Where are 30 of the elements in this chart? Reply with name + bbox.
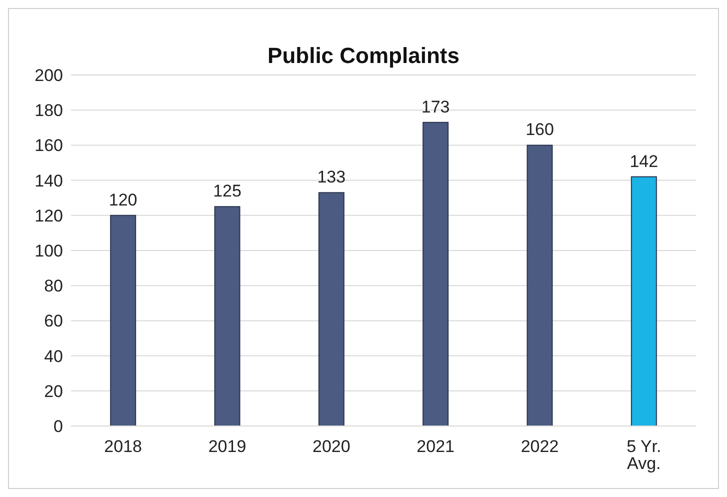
bar [630, 176, 657, 426]
bar [214, 206, 240, 426]
y-tick-label: 80 [44, 276, 63, 296]
chart-title: Public Complaints [268, 43, 460, 68]
data-label: 120 [108, 190, 138, 210]
x-tick-label: 2018 [104, 437, 142, 456]
data-label: 125 [213, 182, 242, 201]
y-tick-label: 20 [44, 382, 63, 401]
bar [318, 192, 344, 426]
x-tick-label: 2020 [312, 437, 350, 456]
x-tick-label: 2021 [416, 437, 454, 456]
data-label: 160 [526, 120, 554, 140]
x-tick-label: 2022 [520, 437, 559, 456]
y-tick-label: 160 [34, 136, 63, 156]
bar [422, 122, 449, 426]
y-tick-label: 140 [34, 171, 63, 190]
y-tick-label: 60 [44, 312, 63, 331]
bar [110, 214, 136, 426]
data-label: 142 [630, 152, 658, 171]
data-label: 133 [317, 168, 346, 187]
y-tick-label: 100 [34, 242, 63, 261]
y-tick-label: 120 [34, 206, 63, 226]
data-label: 173 [421, 97, 450, 116]
x-tick-label: 5 Yr. Avg. [626, 437, 662, 474]
y-tick-label: 180 [34, 101, 63, 120]
y-tick-label: 40 [44, 346, 63, 366]
x-tick-label: 2019 [208, 437, 246, 456]
bar [526, 144, 553, 426]
y-tick-label: 200 [34, 66, 63, 86]
y-tick-label: 0 [54, 417, 63, 436]
